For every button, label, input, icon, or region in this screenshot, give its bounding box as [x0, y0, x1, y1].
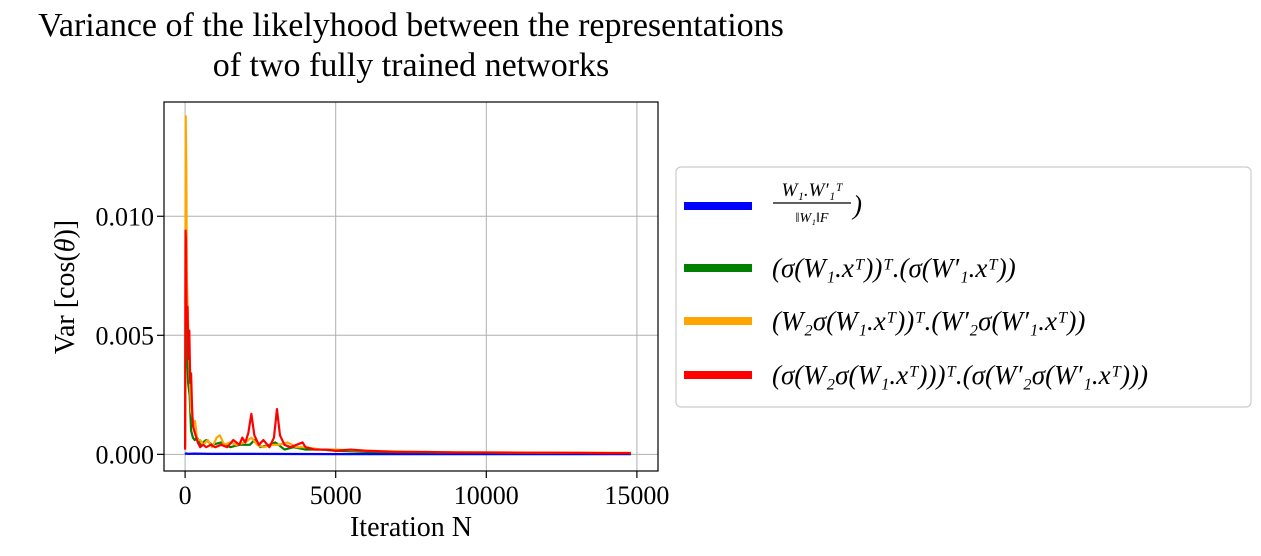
x-tick-label: 15000 [604, 481, 669, 510]
y-tick-label: 0.000 [96, 440, 155, 469]
series-lines [183, 115, 631, 456]
y-axis-title-suffix: )] [50, 220, 81, 239]
y-tick-label: 0.005 [96, 321, 155, 350]
chart-title-line-2: of two fully trained networks [213, 47, 610, 84]
y-tick-label: 0.010 [96, 202, 155, 231]
series-line-1 [184, 452, 631, 456]
legend-entry-2: (σ(W₁.xᵀ))ᵀ.(σ(W′₁.xᵀ)) [772, 253, 1016, 283]
series-line-2 [183, 305, 631, 455]
axis-ticks: 0 5000 10000 15000 0.000 0.005 0.010 [96, 202, 670, 510]
chart-title-line-1: Variance of the likelyhood between the r… [38, 7, 784, 44]
legend-entry-1: W₁.W′₁ᵀ ‖W₁‖F ) [773, 180, 862, 226]
x-tick-label: 10000 [454, 481, 519, 510]
y-axis-title-theta: θ [50, 238, 81, 252]
legend-entry-4: (σ(W₂σ(W₁.xᵀ)))ᵀ.(σ(W′₂σ(W′₁.xᵀ))) [772, 360, 1148, 390]
y-axis-title: Var [cos(θ)] [50, 220, 81, 354]
legend-box [675, 166, 1252, 408]
plot-frame [163, 101, 659, 472]
x-tick-label: 0 [179, 481, 192, 510]
y-axis-title-prefix: Var [cos( [50, 252, 81, 354]
series-line-3 [183, 115, 631, 455]
legend-entry-3: (W₂σ(W₁.xᵀ))ᵀ.(W′₂σ(W′₁.xᵀ)) [772, 306, 1085, 336]
series-line-4 [183, 229, 631, 455]
x-axis-title: Iteration N [350, 512, 472, 543]
legend-entry-1-tail: ) [851, 190, 862, 220]
legend-entry-1-denominator: ‖W₁‖F [796, 211, 829, 226]
legend-entry-1-numerator: W₁.W′₁ᵀ [781, 180, 843, 201]
x-tick-label: 5000 [310, 481, 362, 510]
legend: W₁.W′₁ᵀ ‖W₁‖F ) (σ(W₁.xᵀ))ᵀ.(σ(W′₁.xᵀ)) … [675, 166, 1252, 408]
grid [164, 102, 658, 471]
